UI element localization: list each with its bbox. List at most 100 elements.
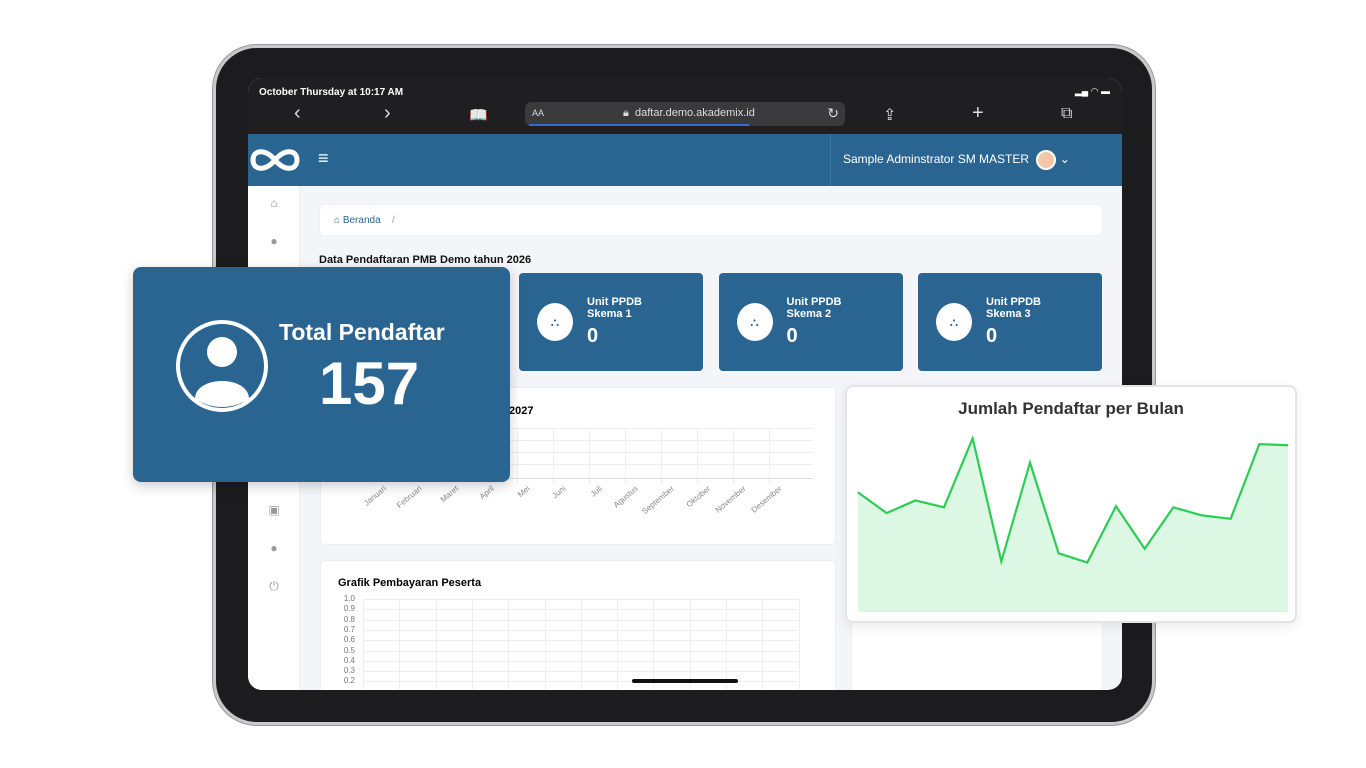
data-point	[1144, 548, 1146, 550]
menu-icon[interactable]: ≡	[318, 148, 329, 168]
month-label: Maret	[438, 484, 460, 505]
breadcrumb-home[interactable]: ⌂ Beranda	[334, 215, 381, 226]
grid-line	[363, 599, 798, 600]
grid-line	[331, 452, 813, 453]
user-icon	[176, 320, 268, 412]
grid-line	[617, 599, 619, 690]
y-tick: 0.4	[343, 655, 355, 665]
stat-label: Unit PPDB Skema 2	[786, 296, 842, 320]
grid-line	[363, 599, 364, 690]
payment-chart-title: Grafik Pembayaran Peserta	[338, 577, 482, 589]
logo-icon	[250, 149, 300, 171]
y-tick: 0.6	[343, 635, 355, 645]
section-title: Data Pendaftaran PMB Demo tahun 2026	[319, 254, 532, 266]
breadcrumb-separator: /	[392, 215, 395, 226]
grid-line	[363, 671, 798, 673]
data-point	[943, 506, 945, 508]
grid-line	[331, 464, 813, 465]
user-name: Sample Adminstrator SM MASTER	[843, 152, 1030, 166]
x-axis	[331, 478, 813, 479]
user-icon[interactable]: ●	[270, 234, 278, 248]
month-label: Mei	[516, 484, 532, 500]
grid-line	[661, 428, 662, 484]
series-line	[857, 434, 1289, 566]
y-tick: 1.0	[343, 594, 355, 603]
reload-icon[interactable]: ↻	[827, 105, 839, 121]
grid-line	[689, 599, 691, 690]
data-point	[1029, 462, 1031, 463]
battery-icon: ▂▄ ◠ ▬	[1074, 86, 1110, 96]
stat-card[interactable]: ⛬ Unit PPDB Skema 3 0	[918, 273, 1102, 371]
grid-line	[363, 609, 798, 611]
power-icon[interactable]: ⏻	[269, 579, 279, 593]
url-text: daftar.demo.akademix.id	[635, 107, 755, 119]
grid-line	[363, 681, 798, 683]
sitemap-icon: ⛬	[736, 303, 773, 341]
book-icon[interactable]: 📖	[469, 107, 488, 124]
lock-icon: 🔒︎	[623, 107, 629, 119]
avatar	[1036, 149, 1057, 170]
text-size-button[interactable]: AA	[532, 108, 545, 118]
stat-label: Unit PPDB Skema 3	[986, 296, 1041, 320]
month-label: September	[640, 484, 676, 517]
chevron-left-icon[interactable]: ‹	[294, 102, 301, 124]
data-point	[857, 491, 859, 493]
grid-line	[363, 619, 798, 621]
total-label: Total Pendaftar	[279, 319, 445, 345]
line-chart-card: Jumlah Pendaftar per Bulan	[845, 385, 1297, 623]
chevron-right-icon[interactable]: ›	[384, 102, 391, 124]
month-label: Juli	[588, 484, 604, 499]
grid-line	[769, 428, 770, 484]
month-label: November	[713, 484, 748, 515]
data-point	[1058, 552, 1060, 554]
stat-value: 0	[786, 325, 798, 347]
grid-line	[399, 599, 401, 690]
contact-icon[interactable]: ▣	[268, 503, 280, 517]
data-point	[972, 437, 974, 439]
grid-line	[762, 599, 764, 690]
plus-icon[interactable]: +	[972, 102, 984, 124]
user-icon[interactable]: ●	[270, 541, 278, 555]
grid-line	[580, 599, 582, 690]
browser-bar: October Thursday at 10:17 AM ▂▄ ◠ ▬ ‹ › …	[248, 78, 1122, 134]
share-icon[interactable]: ⇪	[883, 107, 897, 124]
month-label: Desember	[749, 484, 784, 515]
data-point	[1230, 518, 1232, 520]
chart-title: Jumlah Pendaftar per Bulan	[958, 399, 1184, 418]
breadcrumb: ⌂ Beranda /	[319, 204, 1103, 236]
month-label: Agustus	[611, 484, 640, 510]
payment-chart-card: Grafik Pembayaran Peserta 1.0 0.9 0.8 0.7 0.…	[320, 560, 836, 690]
grid-line	[363, 660, 798, 662]
chevron-down-icon: ⌄	[1059, 152, 1070, 166]
grid-line	[517, 428, 518, 484]
data-point	[1000, 560, 1002, 562]
data-point	[1258, 443, 1260, 445]
month-label: Januari	[361, 484, 388, 508]
stat-value: 0	[587, 325, 599, 347]
data-point	[1287, 444, 1289, 446]
sitemap-icon: ⛬	[537, 303, 573, 341]
grid-line	[589, 428, 590, 484]
grid-line	[798, 599, 800, 690]
grid-line	[331, 440, 813, 441]
data-point	[1172, 506, 1174, 508]
user-menu[interactable]: Sample Adminstrator SM MASTER ⌄	[830, 134, 1098, 186]
app-header: ≡ Sample Adminstrator SM MASTER ⌄	[248, 134, 1122, 186]
grid-line	[733, 428, 734, 484]
grid-line	[697, 428, 698, 484]
month-label: April	[477, 484, 496, 502]
stat-label: Unit PPDB Skema 1	[587, 296, 642, 320]
status-time: October Thursday at 10:17 AM	[259, 87, 404, 98]
stat-card[interactable]: ⛬ Unit PPDB Skema 1 0	[519, 273, 703, 371]
tabs-icon[interactable]: ⧉	[1061, 105, 1073, 122]
grid-line	[625, 428, 626, 484]
home-icon[interactable]: ⌂	[270, 196, 278, 210]
grid-line	[435, 599, 437, 690]
stat-card[interactable]: ⛬ Unit PPDB Skema 2 0	[718, 273, 903, 371]
month-label: Oktober	[684, 484, 712, 510]
grid-line	[331, 428, 813, 429]
grid-line	[726, 599, 727, 690]
y-tick: 0.9	[343, 604, 355, 614]
url-bar[interactable]: AA 🔒︎ daftar.demo.akademix.id ↻	[525, 102, 845, 126]
data-point	[1115, 505, 1117, 507]
